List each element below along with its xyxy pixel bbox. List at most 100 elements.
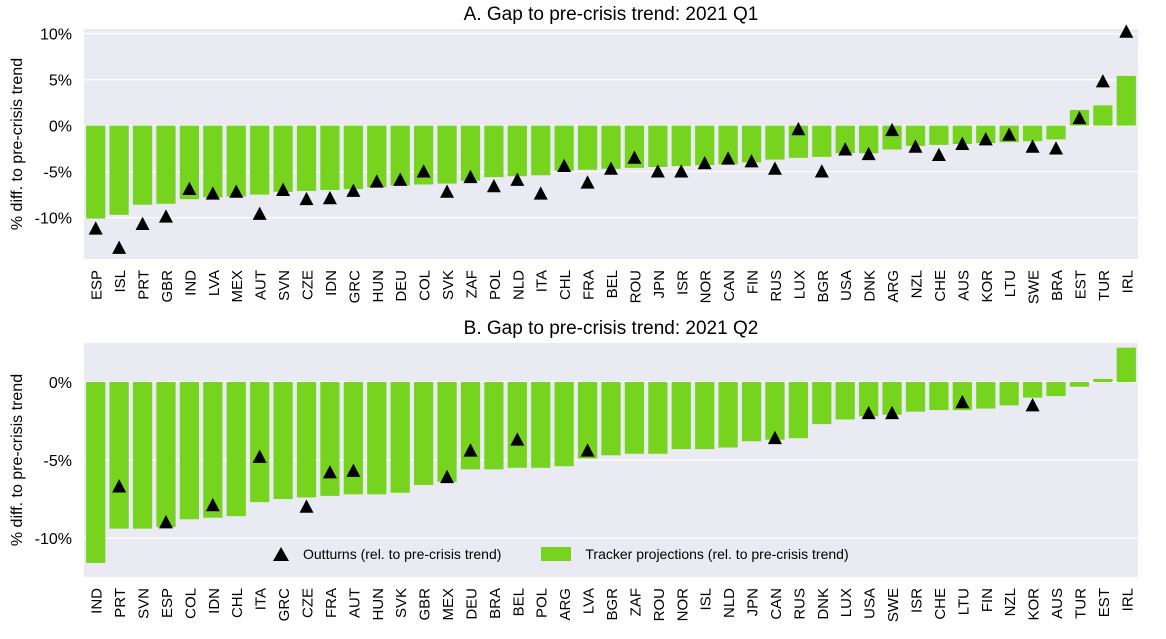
bar-che: [929, 382, 949, 411]
bar-dnk: [859, 125, 879, 154]
bar-esp: [156, 382, 176, 528]
bar-gbr: [156, 125, 176, 204]
x-tick-label-tur: TUR: [1096, 270, 1113, 301]
bar-isr: [905, 382, 926, 412]
bar-prt: [132, 125, 153, 205]
legend-label-tracker: Tracker projections (rel. to pre-crisis …: [585, 546, 849, 562]
outturn-marker-ltu: [1002, 127, 1017, 141]
bar-svn: [132, 382, 153, 529]
y-tick-label: -10%: [35, 531, 72, 548]
bar-svk: [390, 382, 410, 493]
outturn-marker-gbr: [158, 209, 173, 223]
x-tick-label-cze: CZE: [300, 588, 317, 618]
outturn-marker-grc: [346, 183, 361, 197]
x-tick-label-swe: SWE: [1026, 270, 1043, 304]
outturn-marker-ita: [533, 186, 548, 200]
x-tick-label-bgr: BGR: [604, 588, 621, 621]
bar-chl: [226, 382, 246, 517]
bar-ind: [179, 125, 200, 200]
bar-lva: [577, 382, 598, 459]
bar-isl: [109, 125, 129, 215]
x-tick-label-jpn: JPN: [651, 270, 668, 298]
chart-title: B. Gap to pre-crisis trend: 2021 Q2: [464, 318, 759, 339]
x-tick-label-nzl: NZL: [908, 270, 925, 298]
outturn-marker-prt: [135, 216, 150, 230]
outturn-marker-nld: [510, 172, 525, 186]
outturn-marker-fra: [580, 175, 595, 189]
outturn-marker-lux: [791, 121, 806, 136]
bar-fra: [577, 125, 598, 170]
x-tick-label-lux: LUX: [791, 270, 808, 299]
bar-col: [414, 125, 434, 185]
outturn-marker-ltu: [955, 394, 970, 409]
bar-bra: [484, 382, 504, 470]
outturn-marker-usa: [861, 405, 876, 420]
chart-panel-b: 0% -5% -10% B. Gap to pre-crisis trend: 202…: [9, 318, 1138, 622]
x-tick-label-gbr: GBR: [417, 588, 434, 621]
outturn-marker-zaf: [463, 169, 478, 184]
x-tick-label-aus: AUS: [955, 270, 972, 301]
x-tick-label-nzl: NZL: [1002, 588, 1019, 616]
x-tick-label-rus: RUS: [768, 270, 785, 302]
x-tick-label-bel: BEL: [604, 270, 621, 298]
bar-rus: [765, 125, 785, 160]
y-tick-label: -5%: [44, 165, 72, 182]
outturn-marker-rus: [767, 161, 782, 175]
x-tick-label-dnk: DNK: [815, 588, 832, 620]
bar-zaf: [460, 125, 481, 181]
bar-grc: [273, 382, 293, 499]
x-tick-label-bra: BRA: [487, 588, 504, 619]
x-tick-label-hun: HUN: [370, 270, 387, 303]
x-tick-label-che: CHE: [932, 588, 949, 620]
bar-pol: [531, 382, 551, 468]
bar-cze: [296, 125, 317, 191]
bar-svn: [273, 125, 293, 192]
bar-jpn: [648, 125, 668, 167]
x-tick-label-est: EST: [1072, 270, 1089, 299]
bar-pol: [484, 125, 504, 178]
outturn-marker-isl: [112, 240, 127, 254]
outturn-marker-deu: [463, 443, 478, 457]
x-tick-label-grc: GRC: [346, 270, 363, 304]
x-tick-label-cze: CZE: [300, 270, 317, 300]
y-axis-label: % diff. to pre-crisis trend: [9, 374, 26, 546]
x-tick-label-mex: MEX: [440, 588, 457, 621]
outturn-marker-nzl: [908, 139, 923, 153]
x-tick-label-svk: SVK: [440, 270, 457, 300]
x-tick-label-bgr: BGR: [815, 270, 832, 303]
x-tick-label-pol: POL: [487, 270, 504, 300]
x-tick-label-fin: FIN: [745, 270, 762, 294]
outturn-marker-can: [767, 430, 782, 445]
bar-fra: [320, 382, 340, 496]
bar-can: [718, 125, 738, 165]
outturn-marker-col: [416, 164, 431, 178]
x-tick-label-usa: USA: [862, 588, 879, 619]
bar-deu: [460, 382, 481, 470]
outturn-marker-irl: [1119, 24, 1134, 38]
x-tick-label-isl: ISL: [112, 270, 129, 293]
outturn-marker-isr: [674, 164, 689, 178]
bar-arg: [882, 125, 902, 150]
outturn-marker-can: [721, 151, 736, 165]
outturn-marker-cze: [299, 499, 314, 513]
bar-ind: [86, 382, 106, 563]
bar-cze: [296, 382, 317, 498]
bar-chl: [554, 125, 574, 171]
bar-aut: [343, 382, 363, 495]
x-tick-label-mex: MEX: [229, 270, 246, 303]
bar-fin: [976, 382, 996, 409]
outturn-marker-cze: [299, 191, 314, 206]
outturn-marker-arg: [885, 122, 900, 137]
x-tick-label-ltu: LTU: [1002, 270, 1019, 297]
bar-lva: [203, 125, 223, 198]
x-tick-label-bel: BEL: [510, 588, 527, 616]
bar-bel: [507, 382, 527, 468]
bar-tur: [1069, 382, 1090, 387]
outturn-marker-ita: [252, 449, 267, 463]
outturn-marker-jpn: [650, 164, 665, 178]
x-tick-label-esp: ESP: [159, 588, 176, 618]
x-tick-label-rou: ROU: [627, 270, 644, 303]
x-tick-label-arg: ARG: [557, 588, 574, 621]
outturn-marker-esp: [158, 515, 173, 529]
